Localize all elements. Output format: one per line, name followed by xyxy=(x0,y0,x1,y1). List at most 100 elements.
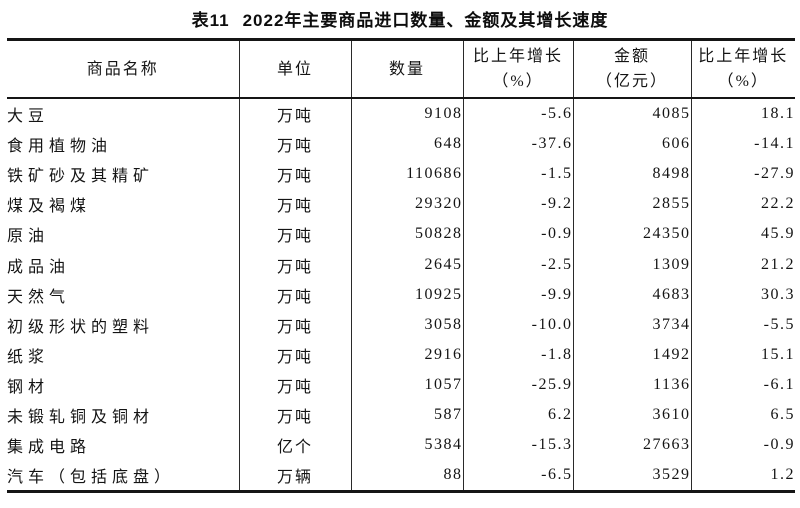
cell-unit: 万辆 xyxy=(239,460,352,492)
cell-quantity-growth: -2.5 xyxy=(463,249,574,280)
col-header-line: 金额 xyxy=(613,48,650,65)
cell-name: 未锻轧铜及铜材 xyxy=(7,399,240,431)
table-row: 集成电路 亿个 5384 -15.3 27663 -0.9 xyxy=(7,430,795,461)
cell-amount-growth: 6.5 xyxy=(770,405,795,423)
table-body: 大豆 万吨 9108 -5.6 4085 18.1 食用植物油 万吨 648 -37.6 606 -1… xyxy=(7,98,795,492)
cell-quantity-growth: -25.9 xyxy=(463,369,574,400)
col-header-line: （%） xyxy=(717,73,769,90)
cell-amount: 24350 xyxy=(573,219,692,250)
cell-quantity: 29320 xyxy=(351,189,464,220)
cell-name: 食用植物油 xyxy=(7,129,240,160)
cell-quantity: 88 xyxy=(351,460,464,492)
cell-amount: 606 xyxy=(573,129,692,160)
cell-amount-growth: -14.1 xyxy=(754,135,795,153)
col-header-line: 商品名称 xyxy=(86,60,159,78)
cell-name: 汽车（包括底盘） xyxy=(7,460,240,492)
col-header-line: （%） xyxy=(492,73,544,90)
cell-amount-growth: 18.1 xyxy=(761,105,795,123)
cell-quantity: 9108 xyxy=(351,98,464,130)
cell-quantity-growth: -1.5 xyxy=(463,159,574,190)
cell-name: 成品油 xyxy=(7,249,240,280)
cell-quantity-growth: -9.2 xyxy=(463,189,574,220)
cell-amount: 2855 xyxy=(573,189,692,220)
cell-name: 大豆 xyxy=(7,98,240,130)
table-row: 成品油 万吨 2645 -2.5 1309 21.2 xyxy=(7,249,795,280)
cell-quantity-growth: 6.2 xyxy=(463,399,574,431)
table-row: 铁矿砂及其精矿 万吨 110686 -1.5 8498 -27.9 xyxy=(7,159,795,190)
cell-amount-growth: 1.2 xyxy=(770,466,795,484)
cell-quantity: 10925 xyxy=(351,279,464,310)
table-row: 汽车（包括底盘） 万辆 88 -6.5 3529 1.2 xyxy=(7,460,795,492)
cell-quantity: 1057 xyxy=(351,369,464,400)
cell-unit: 万吨 xyxy=(239,159,352,190)
cell-quantity-growth: -37.6 xyxy=(463,129,574,160)
table-row: 钢材 万吨 1057 -25.9 1136 -6.1 xyxy=(7,369,795,400)
col-header-line: 比上年增长 xyxy=(472,48,563,65)
cell-quantity: 3058 xyxy=(351,309,464,340)
cell-quantity: 50828 xyxy=(351,219,464,250)
cell-quantity-growth: -15.3 xyxy=(463,430,574,461)
col-header-amount-growth: 比上年增长 （%） xyxy=(691,39,795,99)
cell-name: 铁矿砂及其精矿 xyxy=(7,159,240,190)
table-row: 大豆 万吨 9108 -5.6 4085 18.1 xyxy=(7,98,795,130)
cell-unit: 万吨 xyxy=(239,219,352,250)
cell-amount-growth: -5.5 xyxy=(763,315,795,333)
table-number-label: 表11 xyxy=(191,11,230,30)
cell-amount: 3610 xyxy=(573,399,692,431)
table-title: 表11 2022年主要商品进口数量、金额及其增长速度 xyxy=(0,0,800,31)
col-header-line: 单位 xyxy=(276,60,313,78)
cell-amount: 27663 xyxy=(573,430,692,461)
cell-name: 初级形状的塑料 xyxy=(7,309,240,340)
table-row: 初级形状的塑料 万吨 3058 -10.0 3734 -5.5 xyxy=(7,309,795,340)
cell-amount-growth: -6.1 xyxy=(763,375,795,393)
col-header-line: 数量 xyxy=(388,60,425,78)
cell-unit: 万吨 xyxy=(239,339,352,370)
cell-quantity: 110686 xyxy=(351,159,464,190)
import-commodities-table: 商品名称 单位 数量 比上年增长 （%） 金额 （亿元） 比上年增长 xyxy=(7,38,795,494)
table-row: 未锻轧铜及铜材 万吨 587 6.2 3610 6.5 xyxy=(7,399,795,431)
cell-amount-growth: -27.9 xyxy=(754,165,795,183)
cell-amount: 3734 xyxy=(573,309,692,340)
cell-quantity-growth: -0.9 xyxy=(463,219,574,250)
cell-amount: 4683 xyxy=(573,279,692,310)
cell-amount-growth: 15.1 xyxy=(761,345,795,363)
cell-name: 集成电路 xyxy=(7,430,240,461)
table-row: 原油 万吨 50828 -0.9 24350 45.9 xyxy=(7,219,795,250)
cell-amount-growth: 21.2 xyxy=(761,255,795,273)
cell-amount: 1309 xyxy=(573,249,692,280)
cell-amount: 1136 xyxy=(573,369,692,400)
cell-unit: 万吨 xyxy=(239,129,352,160)
col-header-commodity-name: 商品名称 xyxy=(7,39,240,99)
cell-unit: 万吨 xyxy=(239,279,352,310)
cell-quantity: 587 xyxy=(351,399,464,431)
cell-quantity-growth: -10.0 xyxy=(463,309,574,340)
cell-amount-growth: -0.9 xyxy=(763,436,795,454)
cell-quantity: 2645 xyxy=(351,249,464,280)
cell-unit: 万吨 xyxy=(239,309,352,340)
cell-amount: 8498 xyxy=(573,159,692,190)
cell-name: 纸浆 xyxy=(7,339,240,370)
cell-unit: 万吨 xyxy=(239,189,352,220)
header-row: 商品名称 单位 数量 比上年增长 （%） 金额 （亿元） 比上年增长 xyxy=(7,39,795,99)
cell-quantity-growth: -5.6 xyxy=(463,98,574,130)
col-header-line: （亿元） xyxy=(595,73,668,90)
cell-quantity: 648 xyxy=(351,129,464,160)
table-row: 天然气 万吨 10925 -9.9 4683 30.3 xyxy=(7,279,795,310)
cell-name: 钢材 xyxy=(7,369,240,400)
cell-name: 天然气 xyxy=(7,279,240,310)
cell-amount-growth: 22.2 xyxy=(761,195,795,213)
table-title-text: 2022年主要商品进口数量、金额及其增长速度 xyxy=(242,11,609,30)
col-header-line: 比上年增长 xyxy=(698,48,789,65)
table-row: 纸浆 万吨 2916 -1.8 1492 15.1 xyxy=(7,339,795,370)
col-header-unit: 单位 xyxy=(239,39,352,99)
cell-name: 煤及褐煤 xyxy=(7,189,240,220)
cell-quantity: 2916 xyxy=(351,339,464,370)
table-row: 煤及褐煤 万吨 29320 -9.2 2855 22.2 xyxy=(7,189,795,220)
table-row: 食用植物油 万吨 648 -37.6 606 -14.1 xyxy=(7,129,795,160)
cell-unit: 亿个 xyxy=(239,430,352,461)
cell-quantity: 5384 xyxy=(351,430,464,461)
col-header-quantity: 数量 xyxy=(351,39,464,99)
cell-amount: 3529 xyxy=(573,460,692,492)
cell-amount-growth: 30.3 xyxy=(761,285,795,303)
